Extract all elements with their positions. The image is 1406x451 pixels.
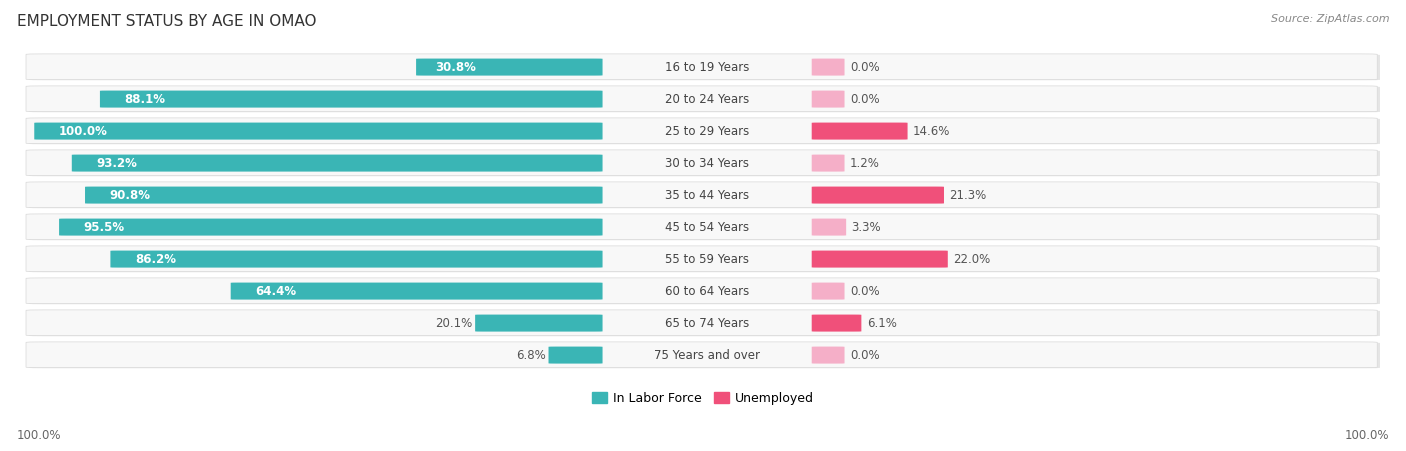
- FancyBboxPatch shape: [28, 247, 1381, 272]
- FancyBboxPatch shape: [28, 311, 1381, 336]
- Text: 30 to 34 Years: 30 to 34 Years: [665, 156, 749, 170]
- Text: 75 Years and over: 75 Years and over: [654, 349, 761, 362]
- Text: Source: ZipAtlas.com: Source: ZipAtlas.com: [1271, 14, 1389, 23]
- FancyBboxPatch shape: [84, 187, 603, 203]
- FancyBboxPatch shape: [28, 55, 1381, 80]
- FancyBboxPatch shape: [811, 155, 845, 171]
- FancyBboxPatch shape: [59, 219, 603, 235]
- FancyBboxPatch shape: [28, 279, 1381, 304]
- Text: 60 to 64 Years: 60 to 64 Years: [665, 285, 749, 298]
- Text: EMPLOYMENT STATUS BY AGE IN OMAO: EMPLOYMENT STATUS BY AGE IN OMAO: [17, 14, 316, 28]
- Text: 93.2%: 93.2%: [97, 156, 138, 170]
- FancyBboxPatch shape: [25, 150, 1378, 175]
- FancyBboxPatch shape: [28, 343, 1381, 368]
- FancyBboxPatch shape: [28, 215, 1381, 240]
- Legend: In Labor Force, Unemployed: In Labor Force, Unemployed: [586, 387, 820, 410]
- FancyBboxPatch shape: [25, 342, 1378, 368]
- Text: 0.0%: 0.0%: [851, 349, 880, 362]
- FancyBboxPatch shape: [100, 91, 603, 108]
- FancyBboxPatch shape: [28, 87, 1381, 112]
- Text: 35 to 44 Years: 35 to 44 Years: [665, 189, 749, 202]
- FancyBboxPatch shape: [25, 182, 1378, 207]
- FancyBboxPatch shape: [25, 310, 1378, 336]
- FancyBboxPatch shape: [25, 118, 1378, 143]
- FancyBboxPatch shape: [72, 155, 603, 171]
- FancyBboxPatch shape: [811, 283, 845, 299]
- Text: 6.1%: 6.1%: [868, 317, 897, 330]
- FancyBboxPatch shape: [811, 314, 862, 331]
- FancyBboxPatch shape: [28, 183, 1381, 208]
- FancyBboxPatch shape: [25, 246, 1378, 272]
- FancyBboxPatch shape: [28, 151, 1381, 176]
- Text: 30.8%: 30.8%: [436, 60, 477, 74]
- FancyBboxPatch shape: [34, 123, 603, 140]
- Text: 16 to 19 Years: 16 to 19 Years: [665, 60, 749, 74]
- Text: 20.1%: 20.1%: [434, 317, 472, 330]
- Text: 55 to 59 Years: 55 to 59 Years: [665, 253, 749, 266]
- Text: 90.8%: 90.8%: [110, 189, 150, 202]
- FancyBboxPatch shape: [28, 119, 1381, 144]
- Text: 0.0%: 0.0%: [851, 92, 880, 106]
- Text: 6.8%: 6.8%: [516, 349, 546, 362]
- FancyBboxPatch shape: [25, 54, 1378, 80]
- Text: 20 to 24 Years: 20 to 24 Years: [665, 92, 749, 106]
- FancyBboxPatch shape: [811, 91, 845, 108]
- FancyBboxPatch shape: [811, 187, 943, 203]
- Text: 100.0%: 100.0%: [59, 124, 108, 138]
- Text: 45 to 54 Years: 45 to 54 Years: [665, 221, 749, 234]
- FancyBboxPatch shape: [25, 86, 1378, 112]
- FancyBboxPatch shape: [416, 59, 603, 76]
- Text: 14.6%: 14.6%: [912, 124, 950, 138]
- Text: 21.3%: 21.3%: [949, 189, 987, 202]
- Text: 95.5%: 95.5%: [84, 221, 125, 234]
- Text: 0.0%: 0.0%: [851, 60, 880, 74]
- FancyBboxPatch shape: [811, 123, 907, 140]
- FancyBboxPatch shape: [111, 251, 603, 267]
- FancyBboxPatch shape: [548, 346, 603, 364]
- FancyBboxPatch shape: [25, 214, 1378, 239]
- Text: 0.0%: 0.0%: [851, 285, 880, 298]
- Text: 88.1%: 88.1%: [125, 92, 166, 106]
- Text: 86.2%: 86.2%: [135, 253, 176, 266]
- Text: 3.3%: 3.3%: [852, 221, 882, 234]
- FancyBboxPatch shape: [811, 59, 845, 76]
- FancyBboxPatch shape: [25, 278, 1378, 304]
- Text: 100.0%: 100.0%: [1344, 429, 1389, 442]
- FancyBboxPatch shape: [811, 346, 845, 364]
- Text: 65 to 74 Years: 65 to 74 Years: [665, 317, 749, 330]
- Text: 22.0%: 22.0%: [953, 253, 991, 266]
- Text: 100.0%: 100.0%: [17, 429, 62, 442]
- FancyBboxPatch shape: [811, 251, 948, 267]
- FancyBboxPatch shape: [475, 314, 603, 331]
- Text: 25 to 29 Years: 25 to 29 Years: [665, 124, 749, 138]
- Text: 64.4%: 64.4%: [256, 285, 297, 298]
- Text: 1.2%: 1.2%: [851, 156, 880, 170]
- FancyBboxPatch shape: [811, 219, 846, 235]
- FancyBboxPatch shape: [231, 283, 603, 299]
